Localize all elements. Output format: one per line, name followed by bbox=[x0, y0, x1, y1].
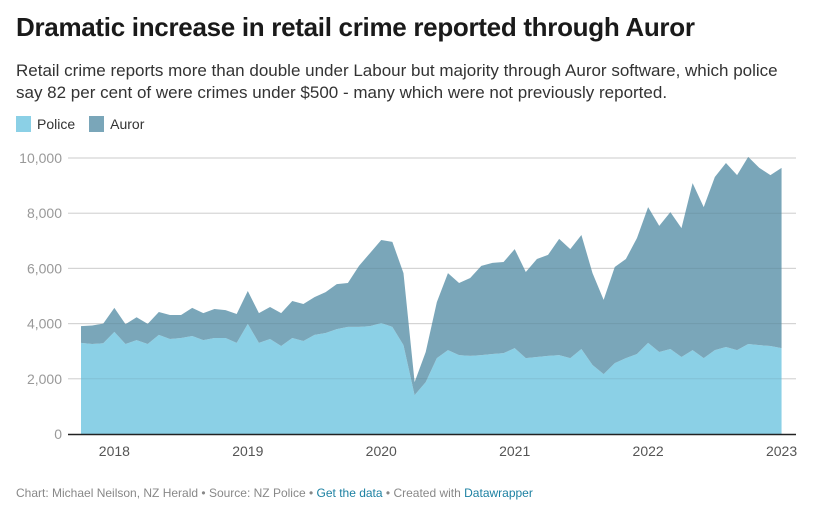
area-chart: 0 2,000 4,000 6,000 8,000 10,000 2018 2019 2020… bbox=[19, 150, 798, 459]
area-police bbox=[81, 323, 782, 434]
x-tick-label: 2022 bbox=[633, 443, 664, 459]
y-axis-ticks: 0 2,000 4,000 6,000 8,000 10,000 bbox=[19, 150, 62, 442]
x-axis-ticks: 2018 2019 2020 2021 2022 2023 bbox=[99, 443, 798, 459]
footer: Chart: Michael Neilson, NZ Herald • Sour… bbox=[16, 486, 533, 500]
x-tick-label: 2019 bbox=[232, 443, 263, 459]
legend-label-auror: Auror bbox=[110, 116, 145, 132]
legend: Police Auror bbox=[16, 116, 144, 132]
x-tick-label: 2023 bbox=[766, 443, 797, 459]
datawrapper-link[interactable]: Datawrapper bbox=[464, 486, 533, 500]
overlay-gridlines bbox=[68, 157, 796, 380]
y-tick-label: 0 bbox=[54, 426, 62, 442]
created-with-text: Created with bbox=[393, 486, 465, 500]
y-tick-label: 8,000 bbox=[27, 205, 62, 221]
legend-swatch-police bbox=[16, 116, 31, 132]
legend-item-police: Police bbox=[16, 116, 75, 132]
chart-title: Dramatic increase in retail crime report… bbox=[16, 12, 695, 42]
area-auror bbox=[81, 156, 782, 396]
x-tick-label: 2021 bbox=[499, 443, 530, 459]
separator: • bbox=[305, 486, 317, 500]
y-tick-label: 2,000 bbox=[27, 371, 62, 387]
separator: • bbox=[382, 486, 394, 500]
areas bbox=[81, 156, 782, 434]
y-tick-label: 4,000 bbox=[27, 316, 62, 332]
x-tick-label: 2018 bbox=[99, 443, 130, 459]
y-tick-label: 10,000 bbox=[19, 150, 62, 166]
get-the-data-link[interactable]: Get the data bbox=[316, 486, 383, 500]
separator: • bbox=[198, 486, 209, 500]
source-text: Source: NZ Police bbox=[208, 486, 306, 500]
y-tick-label: 6,000 bbox=[27, 260, 62, 276]
legend-item-auror: Auror bbox=[89, 116, 144, 132]
x-tick-label: 2020 bbox=[366, 443, 397, 459]
chart-credit: Chart: Michael Neilson, NZ Herald bbox=[16, 486, 199, 500]
legend-swatch-auror bbox=[89, 116, 105, 132]
legend-label-police: Police bbox=[37, 116, 76, 132]
chart-subtitle: Retail crime reports more than double un… bbox=[16, 61, 778, 102]
